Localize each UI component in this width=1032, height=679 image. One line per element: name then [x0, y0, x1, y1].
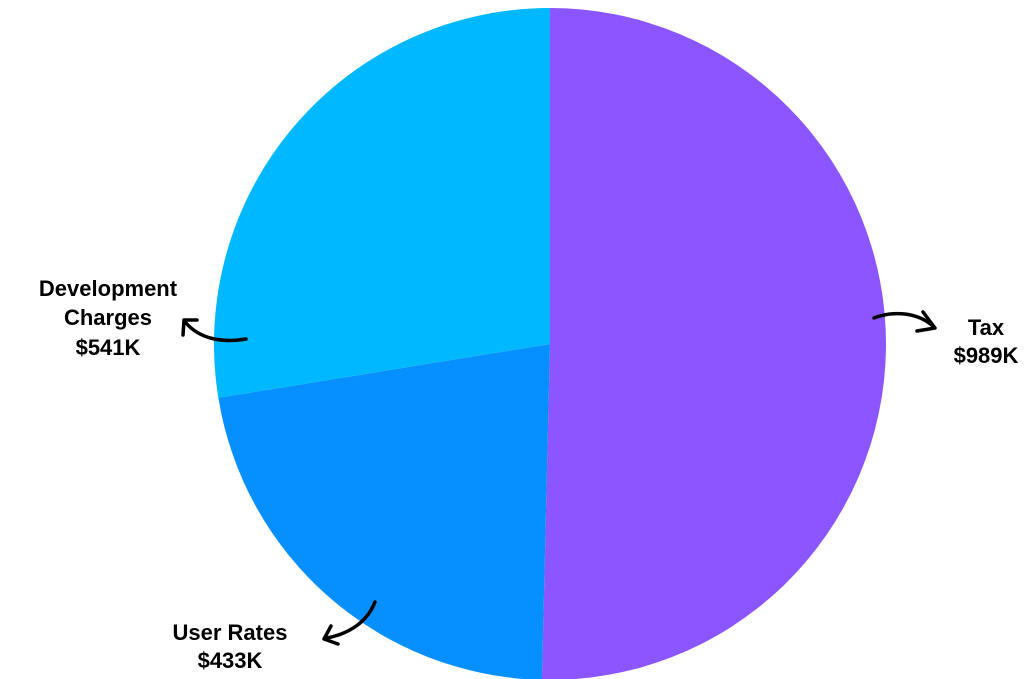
tax-value-label: $989K: [954, 343, 1019, 368]
tax-arrowhead: [915, 310, 937, 333]
pie-slices: [213, 8, 886, 679]
user-rates-value-label: $433K: [198, 648, 263, 673]
pie-slice-user-rates: [218, 344, 550, 679]
user-rates-arrowhead: [322, 624, 340, 646]
development-charges-value-label: $541K: [76, 335, 141, 360]
development-charges-arrow: [184, 321, 248, 343]
pie-slice-development-charges: [213, 8, 550, 398]
pie-slice-tax: [541, 8, 886, 679]
development-charges-label-line1: Development: [39, 276, 178, 301]
user-rates-arrow: [325, 600, 377, 640]
development-charges-arrowhead: [181, 318, 199, 337]
tax-label: Tax: [968, 315, 1005, 340]
development-charges-label-line2: Charges: [64, 305, 152, 330]
user-rates-label: User Rates: [173, 620, 288, 645]
tax-arrow: [872, 311, 935, 328]
